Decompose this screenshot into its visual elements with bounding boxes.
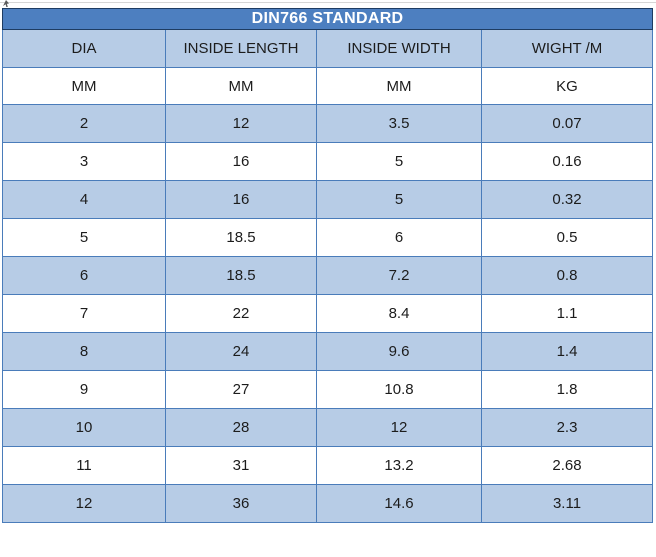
column-header-inside-width: INSIDE WIDTH bbox=[316, 29, 482, 68]
table-cell: 2 bbox=[2, 104, 166, 143]
table-cell: 16 bbox=[165, 142, 317, 181]
table-title: DIN766 STANDARD bbox=[1, 8, 654, 30]
table-row: 3 16 5 0.16 bbox=[2, 142, 654, 181]
unit-cell-dia: MM bbox=[2, 67, 166, 105]
table-cell: 12 bbox=[2, 484, 166, 523]
table-cell: 0.07 bbox=[480, 104, 654, 143]
column-header-weight-per-m: WIGHT /M bbox=[480, 29, 654, 68]
table-cell: 1.8 bbox=[480, 370, 654, 409]
table-cell: 2.68 bbox=[480, 446, 654, 485]
table-cell: 18.5 bbox=[165, 256, 317, 295]
table-cell: 9 bbox=[2, 370, 166, 409]
column-header-dia: DIA bbox=[2, 29, 166, 68]
table-row: 6 18.5 7.2 0.8 bbox=[2, 256, 654, 295]
table-cell: 12 bbox=[316, 408, 482, 447]
table-cell: 7.2 bbox=[316, 256, 482, 295]
cursor-artifact bbox=[3, 0, 9, 7]
table-cell: 9.6 bbox=[316, 332, 482, 371]
table-title-row: DIN766 STANDARD bbox=[1, 8, 654, 30]
table-row: 11 31 13.2 2.68 bbox=[2, 446, 654, 485]
table-cell: 1.4 bbox=[480, 332, 654, 371]
table-cell: 31 bbox=[165, 446, 317, 485]
din766-standard-table: DIN766 STANDARD DIA INSIDE LENGTH INSIDE… bbox=[1, 8, 654, 523]
table-cell: 13.2 bbox=[316, 446, 482, 485]
table-cell: 6 bbox=[316, 218, 482, 257]
table-cell: 10 bbox=[2, 408, 166, 447]
table-cell: 6 bbox=[2, 256, 166, 295]
table-cell: 12 bbox=[165, 104, 317, 143]
units-row: MM MM MM KG bbox=[2, 67, 654, 105]
table-cell: 8 bbox=[2, 332, 166, 371]
table-cell: 0.32 bbox=[480, 180, 654, 219]
table-cell: 3.5 bbox=[316, 104, 482, 143]
table-row: 2 12 3.5 0.07 bbox=[2, 104, 654, 143]
table-cell: 5 bbox=[2, 218, 166, 257]
table-cell: 14.6 bbox=[316, 484, 482, 523]
table-cell: 28 bbox=[165, 408, 317, 447]
table-row: 7 22 8.4 1.1 bbox=[2, 294, 654, 333]
unit-cell-inside-width: MM bbox=[316, 67, 482, 105]
table-cell: 36 bbox=[165, 484, 317, 523]
table-row: 5 18.5 6 0.5 bbox=[2, 218, 654, 257]
table-cell: 5 bbox=[316, 142, 482, 181]
table-cell: 4 bbox=[2, 180, 166, 219]
table-cell: 27 bbox=[165, 370, 317, 409]
table-cell: 0.8 bbox=[480, 256, 654, 295]
unit-cell-inside-length: MM bbox=[165, 67, 317, 105]
table-cell: 1.1 bbox=[480, 294, 654, 333]
table-cell: 2.3 bbox=[480, 408, 654, 447]
table-cell: 10.8 bbox=[316, 370, 482, 409]
table-row: 4 16 5 0.32 bbox=[2, 180, 654, 219]
table-cell: 0.16 bbox=[480, 142, 654, 181]
table-cell: 0.5 bbox=[480, 218, 654, 257]
table-cell: 18.5 bbox=[165, 218, 317, 257]
table-cell: 16 bbox=[165, 180, 317, 219]
table-row: 8 24 9.6 1.4 bbox=[2, 332, 654, 371]
table-cell: 5 bbox=[316, 180, 482, 219]
table-cell: 7 bbox=[2, 294, 166, 333]
table-cell: 22 bbox=[165, 294, 317, 333]
column-header-row: DIA INSIDE LENGTH INSIDE WIDTH WIGHT /M bbox=[2, 29, 654, 68]
unit-cell-weight: KG bbox=[480, 67, 654, 105]
table-cell: 11 bbox=[2, 446, 166, 485]
table-row: 9 27 10.8 1.8 bbox=[2, 370, 654, 409]
table-row: 12 36 14.6 3.11 bbox=[2, 484, 654, 523]
table-cell: 3 bbox=[2, 142, 166, 181]
table-body: 2 12 3.5 0.07 3 16 5 0.16 4 16 5 0.32 5 18.5 6 0.5 6 18.5… bbox=[2, 104, 654, 523]
table-row: 10 28 12 2.3 bbox=[2, 408, 654, 447]
table-cell: 3.11 bbox=[480, 484, 654, 523]
column-header-inside-length: INSIDE LENGTH bbox=[165, 29, 317, 68]
top-hairline bbox=[0, 2, 656, 3]
table-cell: 24 bbox=[165, 332, 317, 371]
table-cell: 8.4 bbox=[316, 294, 482, 333]
